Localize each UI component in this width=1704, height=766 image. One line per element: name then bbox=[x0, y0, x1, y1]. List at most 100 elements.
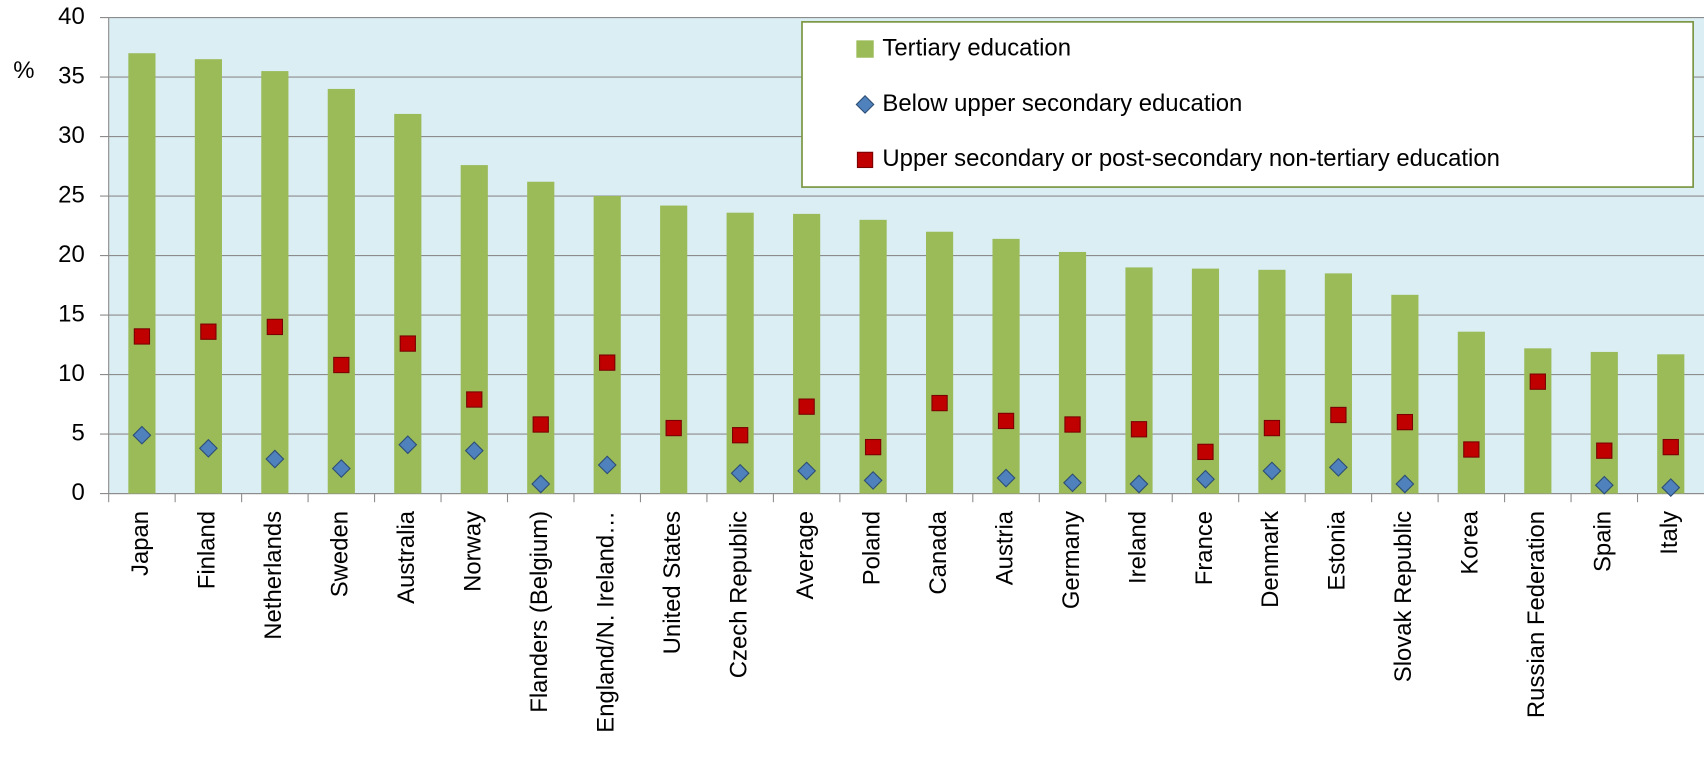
diamond-marker bbox=[996, 468, 1016, 488]
x-tick-label: Flanders (Belgium) bbox=[526, 511, 553, 713]
y-tick-label: 25 bbox=[58, 181, 85, 208]
x-tick-label: Denmark bbox=[1257, 511, 1284, 608]
bar bbox=[327, 88, 355, 494]
bar bbox=[1657, 354, 1685, 494]
y-tick-label: 20 bbox=[58, 241, 85, 268]
bar bbox=[1590, 351, 1618, 494]
legend-label: Below upper secondary education bbox=[882, 90, 1242, 117]
diamond-marker bbox=[1328, 457, 1348, 477]
bar bbox=[261, 71, 289, 494]
diamond-marker bbox=[331, 459, 351, 478]
bar bbox=[1524, 348, 1552, 494]
x-tick-label: Slovak Republic bbox=[1390, 511, 1417, 682]
square-marker bbox=[532, 416, 549, 433]
bar bbox=[992, 238, 1020, 494]
diamond-marker bbox=[730, 463, 750, 483]
x-tick-label: Ireland bbox=[1124, 511, 1151, 584]
diamond-marker bbox=[1594, 475, 1614, 495]
x-tick-label: Australia bbox=[393, 510, 420, 604]
bar bbox=[1058, 251, 1087, 494]
bar bbox=[394, 113, 422, 494]
bar bbox=[925, 231, 954, 494]
bar bbox=[460, 165, 488, 494]
bar bbox=[194, 59, 222, 494]
x-tick-label: France bbox=[1191, 511, 1218, 585]
diamond-marker bbox=[1195, 469, 1215, 489]
x-tick-label: Spain bbox=[1590, 511, 1617, 572]
bar bbox=[793, 213, 821, 494]
diamond-marker bbox=[531, 474, 551, 494]
square-marker bbox=[732, 427, 749, 444]
bar bbox=[527, 181, 555, 494]
legend-swatch bbox=[856, 40, 874, 58]
x-tick-label: Italy bbox=[1656, 511, 1683, 555]
bar bbox=[1125, 267, 1153, 494]
square-marker bbox=[997, 412, 1015, 430]
y-tick-label: 10 bbox=[58, 360, 85, 387]
x-tick-label: Japan bbox=[127, 511, 154, 576]
x-tick-label: Sweden bbox=[327, 511, 354, 597]
bar bbox=[1324, 273, 1352, 494]
bar bbox=[660, 205, 688, 494]
x-tick-label: Russian Federation bbox=[1523, 511, 1550, 718]
diamond-marker bbox=[1129, 474, 1149, 494]
square-marker bbox=[399, 335, 416, 352]
square-marker bbox=[1330, 406, 1347, 424]
diamond-marker bbox=[797, 461, 817, 481]
diamond-marker bbox=[265, 449, 285, 469]
square-marker bbox=[1596, 442, 1613, 459]
square-marker bbox=[200, 323, 217, 340]
x-tick-label: Austria bbox=[991, 510, 1018, 585]
y-axis-label: % bbox=[13, 57, 34, 84]
square-marker bbox=[1263, 419, 1281, 437]
bar bbox=[726, 212, 754, 494]
bar bbox=[1457, 331, 1485, 494]
x-tick-label: Average bbox=[792, 511, 819, 600]
x-tick-label: Finland bbox=[194, 511, 221, 589]
y-tick-label: 5 bbox=[71, 419, 84, 446]
square-marker bbox=[798, 398, 815, 415]
bar bbox=[1391, 294, 1419, 494]
square-marker bbox=[133, 328, 151, 345]
diamond-marker bbox=[1063, 473, 1082, 493]
square-marker bbox=[1463, 441, 1480, 458]
y-tick-label: 40 bbox=[58, 3, 85, 30]
x-tick-label: Korea bbox=[1457, 510, 1484, 574]
square-marker bbox=[466, 391, 483, 408]
x-tick-label: Estonia bbox=[1324, 510, 1351, 590]
x-tick-label: Canada bbox=[925, 510, 952, 594]
legend-swatch bbox=[856, 151, 874, 169]
square-marker bbox=[665, 419, 682, 437]
square-marker bbox=[1064, 416, 1081, 433]
diamond-marker bbox=[863, 470, 883, 490]
y-tick-label: 0 bbox=[71, 479, 84, 506]
square-marker bbox=[1130, 421, 1148, 438]
square-marker bbox=[1662, 438, 1679, 456]
square-marker bbox=[1197, 443, 1214, 461]
diamond-marker bbox=[398, 435, 418, 455]
x-tick-label: United States bbox=[659, 511, 686, 654]
square-marker bbox=[333, 356, 350, 374]
y-tick-label: 30 bbox=[58, 122, 85, 149]
legend-label: Upper secondary or post-secondary non-te… bbox=[882, 145, 1500, 172]
x-tick-label: Czech Republic bbox=[725, 511, 752, 678]
diamond-marker bbox=[464, 441, 484, 461]
legend-label: Tertiary education bbox=[882, 34, 1071, 61]
diamond-marker bbox=[597, 455, 617, 475]
square-marker bbox=[864, 438, 882, 456]
x-tick-label: Germany bbox=[1058, 511, 1085, 609]
diamond-marker bbox=[198, 438, 218, 458]
y-tick-label: 35 bbox=[58, 62, 85, 89]
square-marker bbox=[1396, 413, 1414, 431]
diamond-marker bbox=[1661, 478, 1681, 498]
bar bbox=[593, 196, 621, 494]
diamond-marker bbox=[132, 425, 152, 445]
x-tick-label: Netherlands bbox=[260, 511, 287, 640]
square-marker bbox=[1529, 373, 1546, 390]
legend-box bbox=[801, 21, 1694, 188]
y-tick-label: 15 bbox=[58, 300, 85, 327]
diamond-marker bbox=[1262, 461, 1282, 481]
x-tick-label: Poland bbox=[858, 511, 885, 585]
